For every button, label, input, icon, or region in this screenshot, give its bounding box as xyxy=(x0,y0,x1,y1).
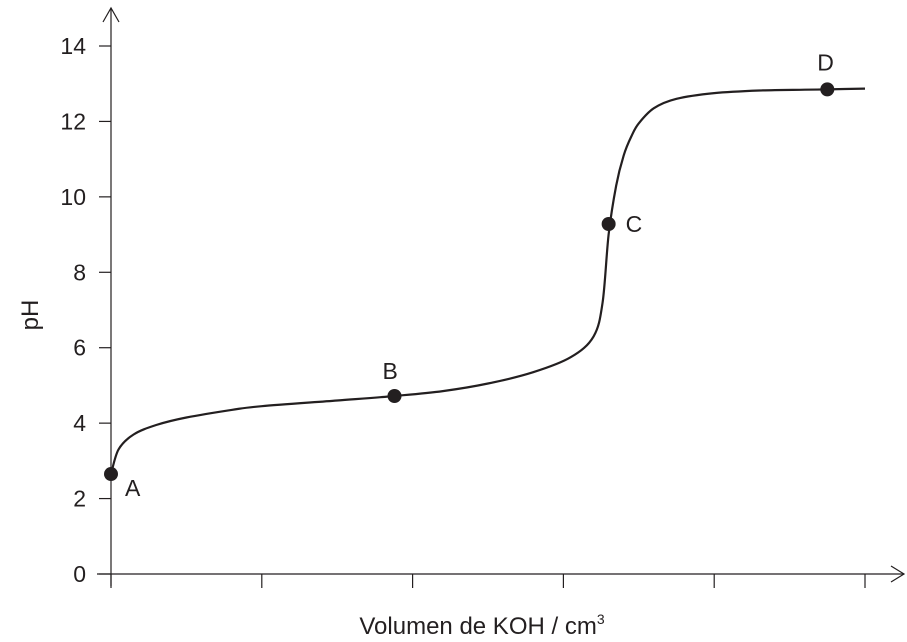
y-ticks: 0 2 4 6 8 10 12 14 xyxy=(60,33,111,587)
x-axis-arrowhead xyxy=(890,565,906,583)
x-axis-title: Volumen de KOH / cm3 xyxy=(359,611,604,640)
y-axis-arrowhead xyxy=(102,6,120,23)
point-c-label: C xyxy=(626,211,643,237)
x-axis-title-superscript: 3 xyxy=(597,611,605,627)
point-b-marker xyxy=(387,388,402,403)
point-a-marker xyxy=(104,467,118,482)
y-axis-title: pH xyxy=(17,300,44,331)
y-tick-label: 2 xyxy=(73,486,86,512)
point-d-marker xyxy=(820,82,835,97)
x-axis xyxy=(97,565,906,588)
y-tick-label: 12 xyxy=(60,108,86,134)
point-a-label: A xyxy=(125,475,141,501)
x-axis-title-text: Volumen de KOH / cm xyxy=(359,613,596,640)
x-ticks xyxy=(110,574,866,588)
y-tick-label: 0 xyxy=(73,561,86,587)
y-tick-label: 10 xyxy=(60,184,86,210)
y-tick-label: 4 xyxy=(73,410,86,436)
y-tick-label: 14 xyxy=(60,33,86,59)
point-d-label: D xyxy=(817,49,834,75)
point-c-marker xyxy=(601,217,616,232)
y-axis: 0 2 4 6 8 10 12 14 xyxy=(60,6,120,587)
point-b-label: B xyxy=(383,358,398,384)
y-tick-label: 6 xyxy=(73,335,86,361)
titration-curve xyxy=(109,87,866,475)
y-tick-label: 8 xyxy=(73,259,86,285)
labeled-points: A B C D xyxy=(104,49,835,501)
